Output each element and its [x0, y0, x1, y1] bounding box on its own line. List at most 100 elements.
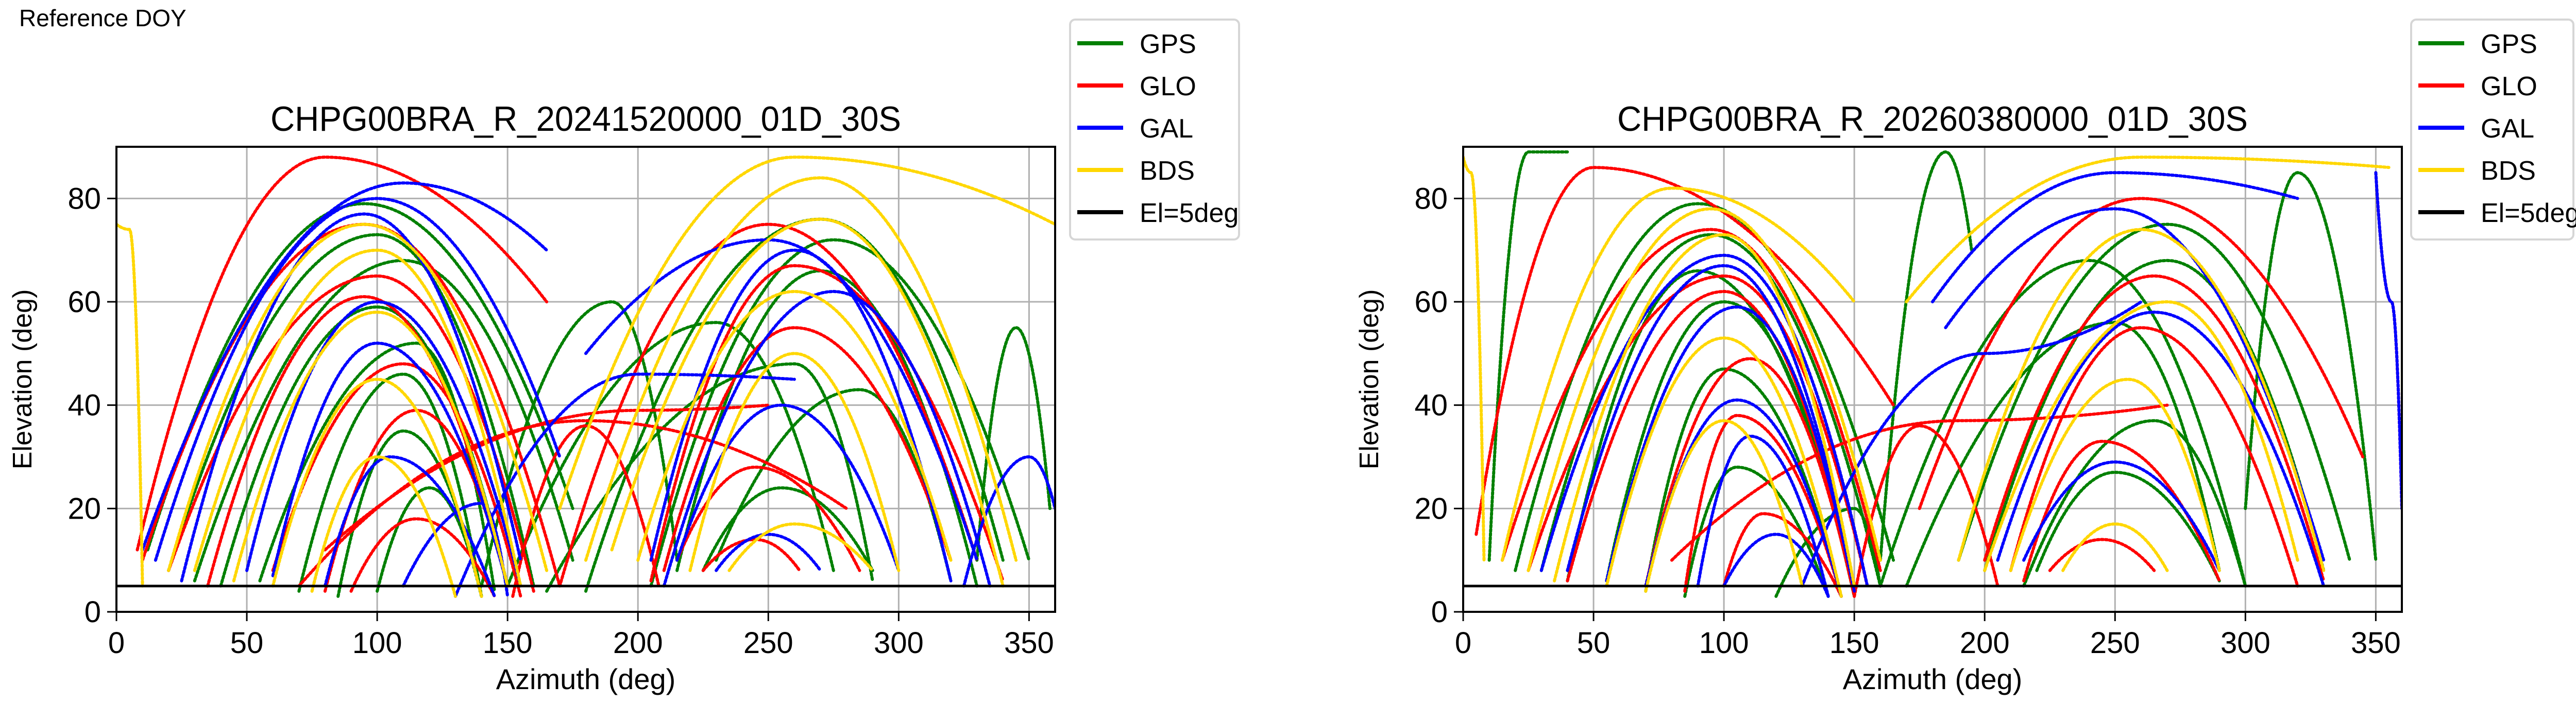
reference-doy-label: Reference DOY [19, 5, 187, 31]
y-tick-label: 80 [1414, 182, 1448, 215]
gps-track [1487, 150, 1569, 562]
gal-track [141, 181, 549, 552]
gps-track [1539, 233, 1882, 588]
gal-track [649, 248, 953, 582]
x-tick-label: 200 [613, 626, 663, 660]
y-tick-label: 20 [67, 492, 101, 525]
bds-track [271, 378, 483, 598]
bds-track [232, 311, 510, 588]
gal-track [1539, 253, 1869, 588]
legend-label-gps: GPS [1140, 29, 1196, 59]
gal-track [1605, 305, 1856, 593]
bds-track [584, 176, 1018, 562]
x-tick-label: 50 [230, 626, 264, 660]
x-tick-label: 0 [1455, 626, 1471, 660]
gps-track [2022, 419, 2247, 588]
chart-1: 0 50 100 150 200 250 300 350 0 20 40 60 80 CHPG00BRA_… [8, 19, 1240, 695]
gal-track [1944, 207, 2326, 562]
x-tick-label: 150 [483, 626, 533, 660]
glo-track [349, 517, 496, 598]
x-tick-label: 100 [352, 626, 402, 660]
gps-track [506, 321, 835, 588]
legend: GPS GLO GAL BDS El=5deg [2410, 19, 2576, 241]
bds-track [1527, 207, 1882, 572]
gps-track [297, 372, 483, 598]
chart-2: 0 50 100 150 200 250 300 350 0 20 40 60 80 CHPG00BRA_… [1354, 19, 2576, 695]
legend-label-elevation-mask: El=5deg [1140, 198, 1239, 228]
y-tick-label: 0 [1431, 595, 1448, 629]
bds-track [167, 222, 549, 572]
y-tick-label: 20 [1414, 492, 1448, 525]
glo-track [1644, 357, 1856, 598]
glo-track [2009, 326, 2299, 588]
gal-track [180, 212, 522, 582]
gal-track [1696, 434, 1830, 598]
legend-label-gal: GAL [1140, 114, 1193, 144]
gal-track [1566, 264, 1856, 588]
gal-track [1931, 171, 2299, 303]
gps-track [1774, 507, 1882, 598]
gps-track [2244, 171, 2378, 562]
bds-track [116, 222, 144, 588]
glo-track [1527, 274, 1869, 588]
x-tick-label: 350 [1004, 626, 1054, 660]
gps-track [701, 486, 874, 572]
x-tick-label: 200 [1960, 626, 2010, 660]
legend-label-gps: GPS [2481, 29, 2537, 59]
gps-track [1683, 466, 1830, 598]
bds-track [1957, 228, 2326, 572]
gps-track [2035, 471, 2221, 582]
bds-track [1463, 156, 1486, 562]
gal-track [245, 300, 522, 588]
bds-track [558, 156, 1055, 510]
bds-track [610, 217, 1005, 588]
bds-track [1905, 156, 2391, 303]
gal-track [675, 403, 901, 572]
bds-track [193, 248, 522, 588]
bds-track [310, 455, 457, 598]
legend-label-elevation-mask: El=5deg [2481, 198, 2576, 228]
bds-track [636, 289, 953, 562]
x-tick-label: 300 [874, 626, 924, 660]
legend: GPS GLO GAL BDS El=5deg [1069, 19, 1240, 241]
gps-track [1878, 259, 2247, 588]
gps-track [1957, 222, 2351, 562]
bds-track [2061, 522, 2169, 572]
legend-box [2410, 19, 2574, 241]
glo-track [1500, 228, 1882, 572]
x-tick-label: 250 [743, 626, 793, 660]
gps-track [1983, 259, 2326, 572]
gal-track [1800, 300, 2143, 588]
glo-track [271, 362, 522, 598]
bds-track [727, 522, 874, 572]
x-tick-label: 0 [108, 626, 125, 660]
chart-title: CHPG00BRA_R_20241520000_01D_30S [270, 99, 901, 139]
gal-track [715, 533, 822, 572]
gal-track [662, 289, 992, 588]
bds-track [1644, 419, 1804, 593]
y-tick-label: 40 [1414, 389, 1448, 422]
bds-track [1983, 300, 2299, 572]
gps-track [219, 305, 510, 588]
gal-track [154, 197, 562, 562]
gps-track [1644, 367, 1843, 598]
plot-frame [1462, 146, 2403, 613]
glo-track [1918, 197, 2365, 510]
glo-track [1853, 424, 1999, 598]
y-axis-label: Elevation (deg) [1354, 289, 1384, 470]
gps-track [376, 486, 483, 598]
glo-track [558, 222, 979, 588]
x-axis-label: Azimuth (deg) [496, 663, 676, 695]
glo-track [1475, 166, 1895, 536]
legend-label-glo: GLO [1140, 72, 1196, 101]
glo-track [511, 424, 660, 598]
y-tick-label: 80 [67, 182, 101, 215]
gps-track [146, 202, 574, 552]
bds-track [1605, 336, 1843, 598]
glo-track [167, 274, 535, 593]
gps-track [975, 326, 1052, 562]
gps-track [1605, 300, 1856, 598]
y-tick-label: 60 [67, 285, 101, 319]
gps-track [167, 233, 535, 588]
